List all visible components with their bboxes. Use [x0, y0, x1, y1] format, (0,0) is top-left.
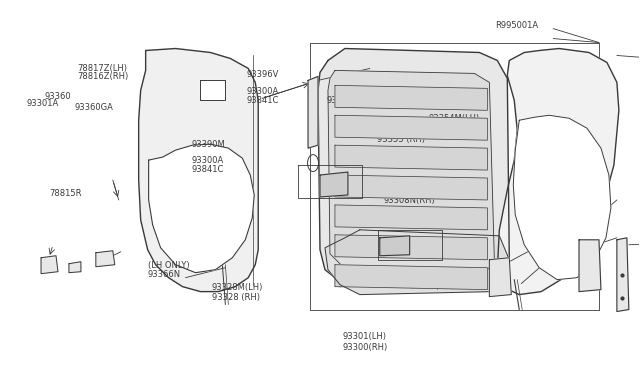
- Polygon shape: [96, 251, 115, 267]
- Polygon shape: [380, 236, 410, 256]
- Polygon shape: [41, 256, 58, 274]
- Polygon shape: [148, 144, 254, 273]
- Polygon shape: [139, 48, 258, 292]
- Text: 93301A: 93301A: [27, 99, 59, 108]
- Text: 93354 (RH): 93354 (RH): [428, 122, 476, 131]
- Text: 93390M: 93390M: [191, 140, 225, 149]
- Polygon shape: [617, 238, 629, 311]
- Text: 93353 (RH): 93353 (RH): [378, 135, 426, 144]
- Text: 93328M(LH): 93328M(LH): [212, 283, 263, 292]
- Text: 93360: 93360: [45, 92, 71, 101]
- Text: 93300A: 93300A: [246, 87, 279, 96]
- Text: 78815R: 78815R: [49, 189, 81, 198]
- Text: 93353M(LH): 93353M(LH): [378, 126, 429, 136]
- Text: 93382GB: 93382GB: [326, 96, 365, 105]
- Text: 93311(LH): 93311(LH): [409, 272, 453, 281]
- Text: 93366N: 93366N: [148, 270, 181, 279]
- Polygon shape: [579, 240, 601, 292]
- Polygon shape: [318, 48, 509, 292]
- Text: 93309N(LH): 93309N(LH): [384, 187, 434, 196]
- Polygon shape: [335, 86, 488, 110]
- Polygon shape: [325, 230, 509, 295]
- Polygon shape: [335, 265, 488, 290]
- Polygon shape: [320, 172, 348, 197]
- Text: 78817Z(LH): 78817Z(LH): [77, 64, 128, 73]
- Text: R995001A: R995001A: [495, 22, 538, 31]
- Text: 93300(RH): 93300(RH): [342, 343, 388, 352]
- Polygon shape: [69, 262, 81, 273]
- Polygon shape: [513, 115, 611, 280]
- Polygon shape: [328, 70, 494, 274]
- Text: 93300A: 93300A: [191, 156, 223, 165]
- Text: 93308N(RH): 93308N(RH): [384, 196, 435, 205]
- Polygon shape: [335, 175, 488, 200]
- Text: 93360GA: 93360GA: [74, 103, 113, 112]
- Text: 93328 (RH): 93328 (RH): [212, 293, 260, 302]
- Polygon shape: [497, 48, 619, 295]
- Text: 93841C: 93841C: [246, 96, 279, 105]
- Text: 93301(LH): 93301(LH): [342, 331, 387, 341]
- Text: 93354M(LH): 93354M(LH): [428, 114, 479, 123]
- Polygon shape: [335, 205, 488, 230]
- Text: 93310(RH): 93310(RH): [409, 282, 454, 291]
- Text: 93396V: 93396V: [246, 70, 279, 79]
- Text: 93841C: 93841C: [191, 165, 223, 174]
- Polygon shape: [490, 258, 511, 296]
- Text: (LH ONLY): (LH ONLY): [148, 261, 189, 270]
- Polygon shape: [335, 235, 488, 260]
- Text: 78816Z(RH): 78816Z(RH): [77, 72, 129, 81]
- Polygon shape: [200, 80, 225, 100]
- Polygon shape: [335, 115, 488, 140]
- Polygon shape: [308, 76, 318, 148]
- Polygon shape: [335, 145, 488, 170]
